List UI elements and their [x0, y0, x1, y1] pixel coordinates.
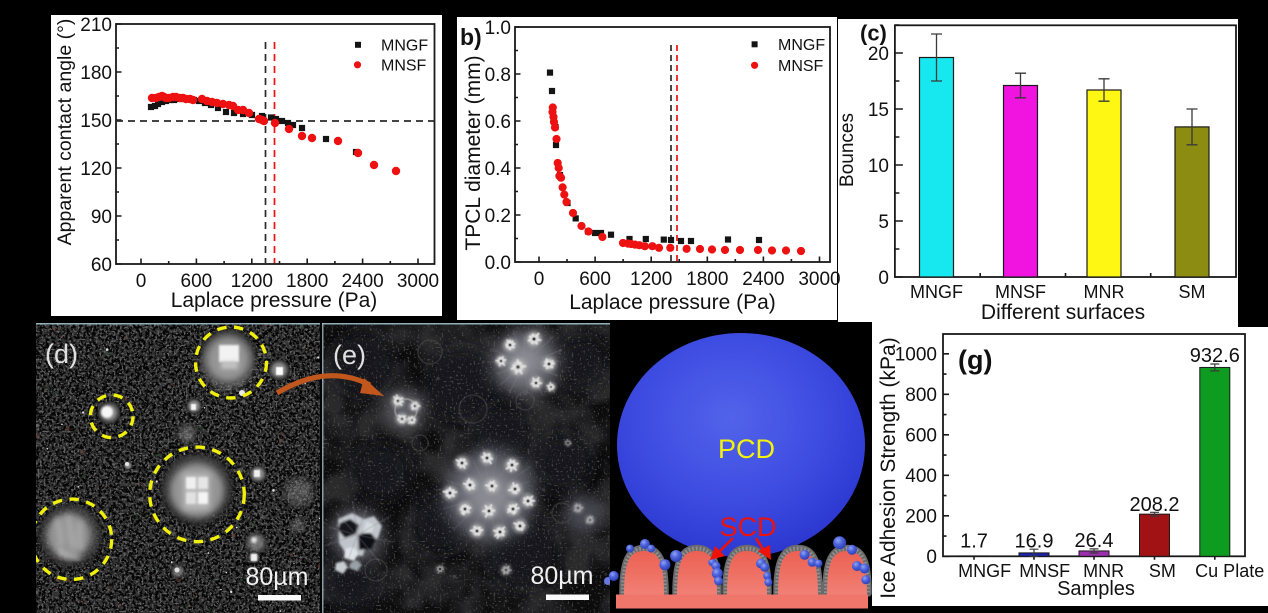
- svg-text:b): b): [460, 24, 482, 50]
- svg-text:MNSF: MNSF: [995, 282, 1046, 302]
- svg-text:SM: SM: [1149, 561, 1176, 581]
- svg-text:Different surfaces: Different surfaces: [981, 301, 1145, 324]
- svg-text:3000: 3000: [798, 269, 840, 290]
- svg-text:MNSF: MNSF: [381, 57, 427, 74]
- svg-text:208.2: 208.2: [1129, 494, 1179, 516]
- svg-text:1200: 1200: [630, 269, 672, 290]
- svg-text:60: 60: [91, 255, 112, 276]
- svg-text:Laplace pressure (Pa): Laplace pressure (Pa): [171, 289, 378, 312]
- svg-text:Laplace pressure (Pa): Laplace pressure (Pa): [569, 291, 776, 314]
- svg-text:MNSF: MNSF: [778, 58, 824, 75]
- svg-text:1.0: 1.0: [485, 18, 511, 39]
- svg-text:MNSF: MNSF: [1019, 561, 1070, 581]
- svg-text:0.0: 0.0: [485, 253, 511, 274]
- svg-text:2400: 2400: [742, 269, 784, 290]
- svg-text:Ice Adhesion Strength (kPa): Ice Adhesion Strength (kPa): [877, 337, 900, 599]
- svg-text:1000: 1000: [895, 345, 937, 366]
- svg-text:MNGF: MNGF: [958, 561, 1011, 581]
- svg-text:0: 0: [878, 268, 889, 289]
- svg-text:MNR: MNR: [1083, 561, 1124, 581]
- svg-text:MNGF: MNGF: [381, 37, 428, 54]
- svg-text:932.6: 932.6: [1190, 345, 1240, 367]
- svg-text:0.4: 0.4: [485, 159, 512, 180]
- svg-text:80µm: 80µm: [530, 562, 593, 590]
- svg-text:20: 20: [868, 44, 889, 65]
- svg-text:210: 210: [80, 15, 112, 36]
- svg-text:600: 600: [181, 271, 213, 292]
- svg-text:0.8: 0.8: [485, 65, 511, 86]
- svg-text:MNGF: MNGF: [910, 282, 963, 302]
- svg-text:150: 150: [80, 111, 112, 132]
- svg-text:0: 0: [136, 271, 147, 292]
- svg-text:120: 120: [80, 159, 112, 180]
- svg-text:SCD: SCD: [719, 512, 776, 542]
- svg-text:90: 90: [91, 207, 112, 228]
- svg-text:(d): (d): [45, 339, 78, 369]
- svg-text:0.6: 0.6: [485, 112, 511, 133]
- svg-text:1.7: 1.7: [960, 530, 988, 552]
- svg-text:26.4: 26.4: [1075, 530, 1114, 552]
- svg-text:(e): (e): [333, 340, 366, 370]
- svg-text:600: 600: [579, 269, 611, 290]
- svg-text:16.9: 16.9: [1015, 530, 1054, 552]
- svg-text:2400: 2400: [341, 271, 383, 292]
- svg-text:SM: SM: [1179, 282, 1206, 302]
- svg-text:Apparent contact angle (°): Apparent contact angle (°): [54, 19, 76, 246]
- svg-text:800: 800: [905, 385, 937, 406]
- svg-text:Cu Plate: Cu Plate: [1195, 561, 1264, 581]
- svg-text:80µm: 80µm: [245, 563, 308, 591]
- svg-text:15: 15: [868, 100, 889, 121]
- svg-text:Samples: Samples: [1057, 578, 1135, 600]
- svg-text:MNR: MNR: [1084, 282, 1125, 302]
- svg-text:(c): (c): [860, 20, 887, 45]
- svg-text:0: 0: [534, 269, 545, 290]
- svg-text:1800: 1800: [286, 271, 328, 292]
- svg-text:200: 200: [905, 507, 937, 528]
- svg-text:3000: 3000: [397, 271, 439, 292]
- svg-text:0: 0: [926, 547, 937, 568]
- svg-text:1200: 1200: [231, 271, 273, 292]
- svg-text:600: 600: [905, 426, 937, 447]
- svg-text:PCD: PCD: [718, 434, 775, 464]
- svg-text:400: 400: [905, 466, 937, 487]
- svg-text:0.2: 0.2: [485, 206, 511, 227]
- svg-text:(g): (g): [958, 345, 992, 375]
- svg-text:5: 5: [878, 212, 889, 233]
- svg-text:1800: 1800: [686, 269, 728, 290]
- svg-text:10: 10: [868, 156, 889, 177]
- svg-text:180: 180: [80, 63, 112, 84]
- svg-text:Bounces: Bounces: [837, 113, 858, 187]
- svg-text:TPCL diameter (mm): TPCL diameter (mm): [462, 55, 485, 250]
- svg-text:MNGF: MNGF: [778, 37, 825, 54]
